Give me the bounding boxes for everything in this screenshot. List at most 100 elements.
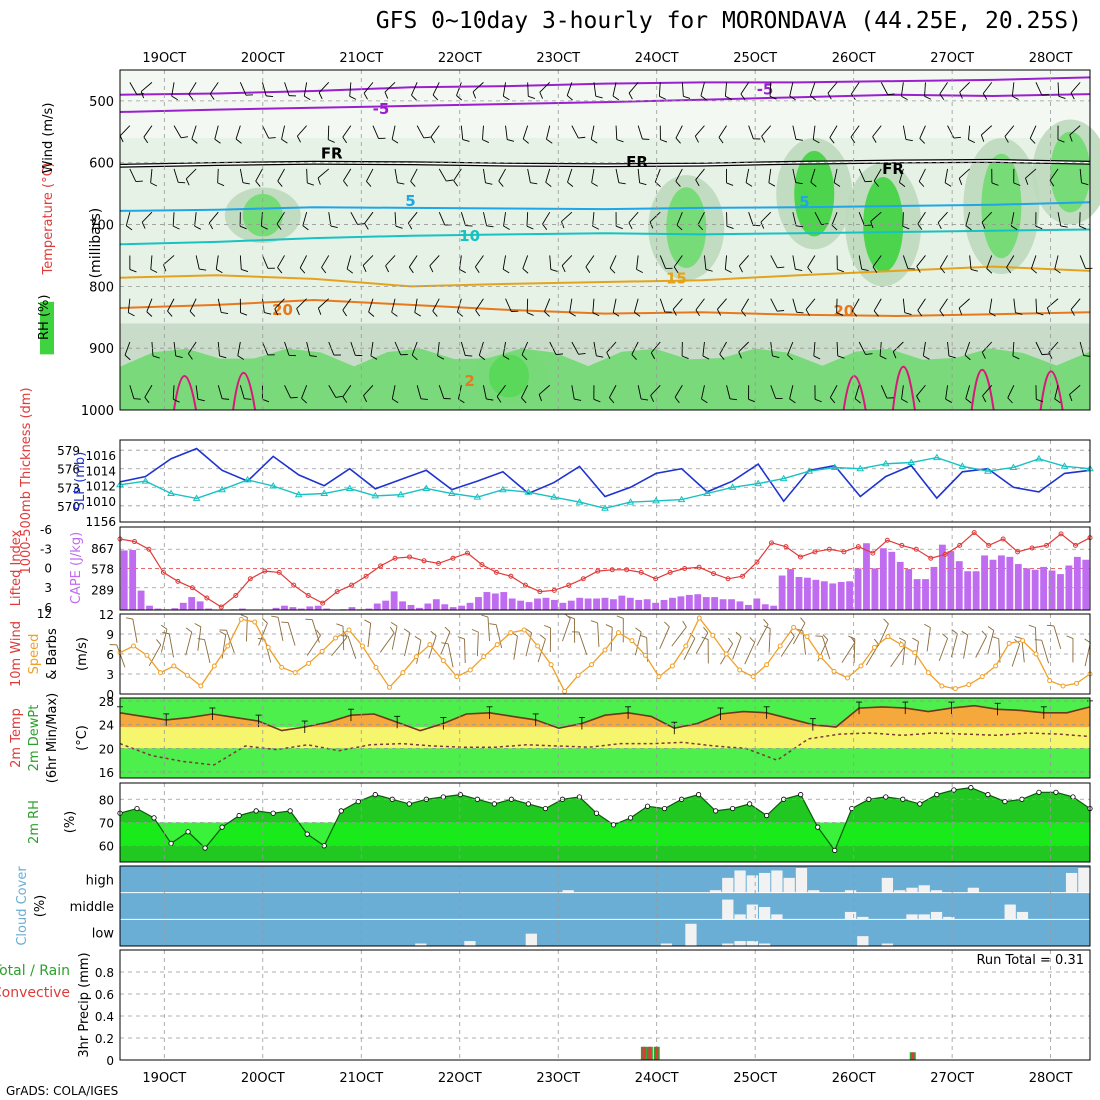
wind-barb-flag: [726, 182, 734, 186]
wind-barb: [1035, 341, 1043, 355]
wind-barb: [561, 255, 573, 266]
cape-bar: [1031, 569, 1039, 610]
wind-barb: [681, 82, 684, 97]
lifted-index-marker: [913, 546, 919, 552]
lifted-index-marker: [928, 555, 934, 561]
wind-barb-flag: [591, 182, 598, 187]
cloud-bar-middle: [722, 899, 734, 920]
cape-bar: [154, 608, 162, 610]
cape-bar: [567, 600, 575, 610]
cape-bar: [196, 601, 204, 610]
wind-barb: [1069, 125, 1081, 136]
wind-barb-flag: [539, 634, 546, 640]
wind-barb-flag: [526, 225, 534, 230]
wind-barb-flag: [948, 355, 956, 359]
lifted-index-marker: [262, 568, 268, 574]
lifted-index-marker: [160, 569, 166, 575]
y-tick-label-pressure: 900: [89, 342, 114, 357]
wind-barb-flag: [650, 352, 656, 360]
wind-barb: [672, 298, 683, 310]
surface-wind-barb: [1011, 643, 1021, 667]
wind-barb-flag: [538, 394, 542, 402]
wind-barb-flag: [850, 136, 856, 144]
y-tick-label-precip: 0.8: [95, 966, 114, 980]
wind-barb-flag: [364, 223, 369, 230]
thickness-marker: [550, 493, 558, 500]
wind-speed-marker: [912, 650, 918, 656]
wind-barb-flag: [675, 137, 681, 144]
cloud-bar-high: [808, 890, 820, 893]
cape-bar: [1014, 564, 1022, 610]
y-tick-label-slp: 1016: [85, 449, 116, 463]
thickness-marker: [677, 495, 686, 503]
wind-barb: [873, 298, 882, 312]
wind-barb-flag: [567, 615, 575, 620]
wind-barb: [297, 125, 307, 137]
wind-barb-flag: [939, 310, 945, 317]
wind-barb: [898, 168, 904, 183]
cloud-bar-low: [746, 941, 758, 946]
wind-barb-flag: [241, 268, 249, 272]
ylabel-2m-dewpt: 2m DewPt: [27, 705, 42, 772]
ylabel-2m-temp: 2m Temp: [9, 708, 24, 768]
wind-barb-flag: [437, 355, 445, 360]
lifted-index-marker: [566, 582, 572, 588]
wind-barb-flag: [407, 222, 413, 230]
wind-barb-flag: [475, 310, 481, 317]
cape-bar: [238, 608, 246, 610]
surface-wind-barb: [938, 638, 949, 662]
wind-barb: [391, 125, 396, 140]
cape-bar: [753, 598, 761, 610]
precip-convective-bar: [655, 1046, 659, 1060]
surface-wind-barb: [821, 636, 831, 660]
wind-barb: [545, 168, 551, 183]
wind-barb: [717, 298, 727, 310]
panel-2m-rh: [119, 782, 1091, 863]
wind-barb-flag: [718, 137, 724, 144]
wind-barb-flag: [566, 95, 573, 101]
wind-barb-flag: [970, 268, 978, 272]
wind-barb: [416, 385, 422, 399]
wind-speed-marker: [1020, 638, 1026, 644]
wind-speed-marker: [467, 667, 473, 673]
wind-barb: [673, 255, 683, 268]
wind-barb: [173, 125, 182, 138]
wind-barb: [194, 212, 197, 227]
wind-barb-flag: [887, 93, 895, 96]
wind-barb-flag: [596, 355, 604, 358]
wind-barb-flag: [219, 355, 227, 359]
wind-barb-flag: [1066, 635, 1074, 639]
wind-barb: [615, 125, 618, 140]
rh-marker: [355, 798, 361, 805]
lifted-index-marker: [768, 540, 774, 546]
lifted-index-marker: [537, 589, 543, 595]
wind-barb-flag: [904, 312, 912, 315]
rh-marker: [287, 808, 293, 814]
wind-barb: [475, 298, 484, 311]
wind-barb-flag: [813, 139, 820, 144]
precip-convective-bar: [911, 1052, 915, 1060]
wind-barb: [438, 212, 446, 226]
wind-barb-flag: [796, 311, 804, 314]
wind-speed-marker: [481, 654, 487, 660]
wind-barb: [239, 255, 242, 270]
rh-marker: [202, 845, 208, 851]
wind-barb-flag: [1012, 95, 1019, 100]
precip-convective-bar: [648, 1046, 652, 1060]
wind-barb: [217, 298, 222, 313]
surface-wind-barb: [659, 626, 670, 649]
run-total-label: Run Total = 0.31: [976, 953, 1084, 968]
wind-barb: [945, 385, 948, 400]
lifted-index-marker: [218, 604, 224, 610]
wind-barb: [718, 125, 727, 138]
wind-barb-flag: [268, 137, 276, 139]
panel-cape-lifted: [119, 526, 1091, 611]
wind-barb-flag: [836, 312, 844, 316]
wind-barb: [789, 385, 794, 400]
y-tick-label-cape: 867: [91, 542, 114, 556]
lifted-index-marker: [942, 551, 948, 557]
cloud-bar-middle: [1016, 911, 1029, 920]
wind-barb-flag: [143, 136, 149, 144]
lifted-index-marker: [653, 576, 659, 582]
wind-barb: [306, 168, 308, 183]
